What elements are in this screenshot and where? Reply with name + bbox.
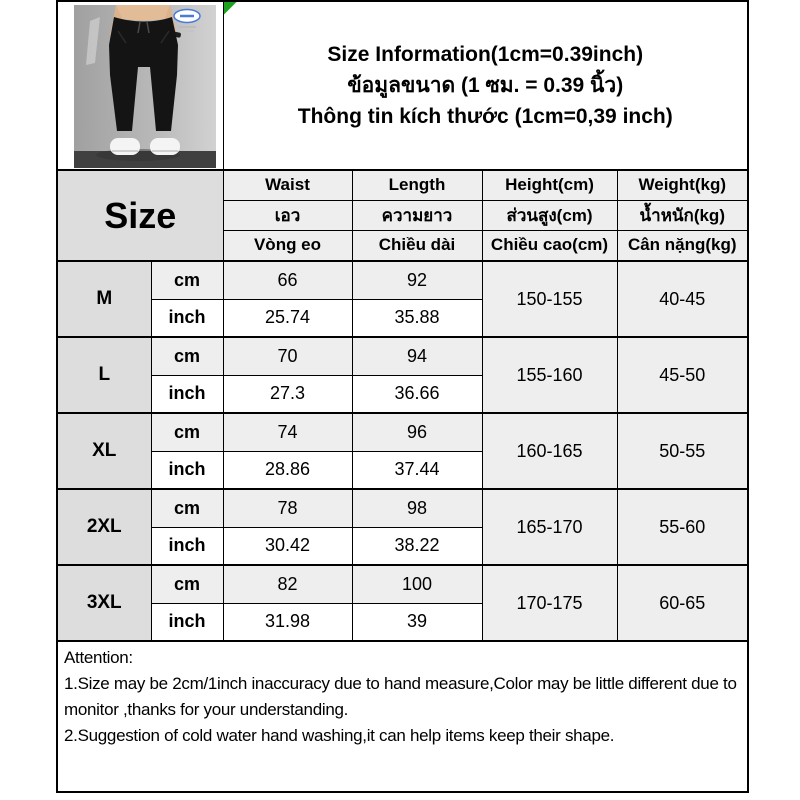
col-header-waist-vi: Vòng eo: [222, 229, 353, 262]
m-waist-cm: 66: [222, 260, 353, 300]
unit-inch: inch: [150, 298, 224, 338]
attention-heading: Attention:: [64, 648, 133, 667]
unit-cm: cm: [150, 488, 224, 528]
xl-length-cm: 96: [351, 412, 483, 452]
3xl-waist-inch: 31.98: [222, 602, 353, 642]
jogger-pants: [109, 17, 178, 131]
col-header-length-en: Length: [351, 169, 483, 201]
l-height-range: 155-160: [481, 336, 618, 414]
left-shoe: [110, 138, 140, 155]
col-header-length-vi: Chiều dài: [351, 229, 483, 262]
3xl-weight-range: 60-65: [616, 564, 749, 642]
product-photo-cell: [56, 0, 224, 171]
col-header-height-th: ส่วนสูง(cm): [481, 199, 618, 231]
col-header-weight-th: น้ำหนัก(kg): [616, 199, 749, 231]
size-corner-header: Size: [56, 169, 224, 262]
wall-light-streak: [86, 17, 100, 65]
product-photo-black-jogger-pants: [74, 5, 216, 168]
right-shoe: [150, 138, 180, 155]
unit-cm: cm: [150, 564, 224, 604]
col-header-waist-th: เอว: [222, 199, 353, 231]
unit-inch: inch: [150, 526, 224, 566]
l-weight-range: 45-50: [616, 336, 749, 414]
green-corner-marker-icon: [224, 2, 237, 15]
l-waist-inch: 27.3: [222, 374, 353, 414]
attention-line-2: 2.Suggestion of cold water hand washing,…: [64, 726, 615, 745]
m-weight-range: 40-45: [616, 260, 749, 338]
size-label-3xl: 3XL: [56, 564, 152, 642]
unit-cm: cm: [150, 412, 224, 452]
col-header-height-en: Height(cm): [481, 169, 618, 201]
pocket-seams: [117, 30, 170, 44]
2xl-height-range: 165-170: [481, 488, 618, 566]
col-header-weight-vi: Cân nặng(kg): [616, 229, 749, 262]
m-length-inch: 35.88: [351, 298, 483, 338]
floor: [74, 151, 216, 168]
size-table: Size Information(1cm=0.39inch) ข้อมูลขนา…: [56, 0, 750, 793]
2xl-waist-cm: 78: [222, 488, 353, 528]
l-waist-cm: 70: [222, 336, 353, 376]
unit-inch: inch: [150, 450, 224, 490]
size-info-sheet: Size Information(1cm=0.39inch) ข้อมูลขนา…: [56, 0, 750, 793]
l-length-cm: 94: [351, 336, 483, 376]
xl-length-inch: 37.44: [351, 450, 483, 490]
m-height-range: 150-155: [481, 260, 618, 338]
2xl-waist-inch: 30.42: [222, 526, 353, 566]
title-english: Size Information(1cm=0.39inch): [327, 43, 644, 66]
size-label-m: M: [56, 260, 152, 338]
xl-waist-inch: 28.86: [222, 450, 353, 490]
unit-inch: inch: [150, 602, 224, 642]
2xl-length-cm: 98: [351, 488, 483, 528]
attention-note: Attention: 1.Size may be 2cm/1inch inacc…: [56, 640, 749, 793]
title-thai: ข้อมูลขนาด (1 ซม. = 0.39 นิ้ว): [347, 74, 624, 97]
l-length-inch: 36.66: [351, 374, 483, 414]
attention-line-1: 1.Size may be 2cm/1inch inaccuracy due t…: [64, 674, 737, 719]
m-waist-inch: 25.74: [222, 298, 353, 338]
title-vietnamese: Thông tin kích thước (1cm=0,39 inch): [297, 105, 673, 128]
m-length-cm: 92: [351, 260, 483, 300]
xl-waist-cm: 74: [222, 412, 353, 452]
size-label-l: L: [56, 336, 152, 414]
size-label-xl: XL: [56, 412, 152, 490]
unit-inch: inch: [150, 374, 224, 414]
drawstring: [137, 21, 150, 34]
xl-height-range: 160-165: [481, 412, 618, 490]
col-header-waist-en: Waist: [222, 169, 353, 201]
unit-cm: cm: [150, 336, 224, 376]
watermark-line-1: [178, 26, 196, 28]
col-header-weight-en: Weight(kg): [616, 169, 749, 201]
3xl-length-inch: 39: [351, 602, 483, 642]
size-label-2xl: 2XL: [56, 488, 152, 566]
col-header-height-vi: Chiều cao(cm): [481, 229, 618, 262]
3xl-length-cm: 100: [351, 564, 483, 604]
title-cell: Size Information(1cm=0.39inch) ข้อมูลขนา…: [222, 0, 749, 171]
unit-cm: cm: [150, 260, 224, 300]
xl-weight-range: 50-55: [616, 412, 749, 490]
col-header-length-th: ความยาว: [351, 199, 483, 231]
torso: [115, 5, 171, 21]
2xl-length-inch: 38.22: [351, 526, 483, 566]
3xl-height-range: 170-175: [481, 564, 618, 642]
3xl-waist-cm: 82: [222, 564, 353, 604]
watermark-line-2: [180, 30, 194, 32]
2xl-weight-range: 55-60: [616, 488, 749, 566]
